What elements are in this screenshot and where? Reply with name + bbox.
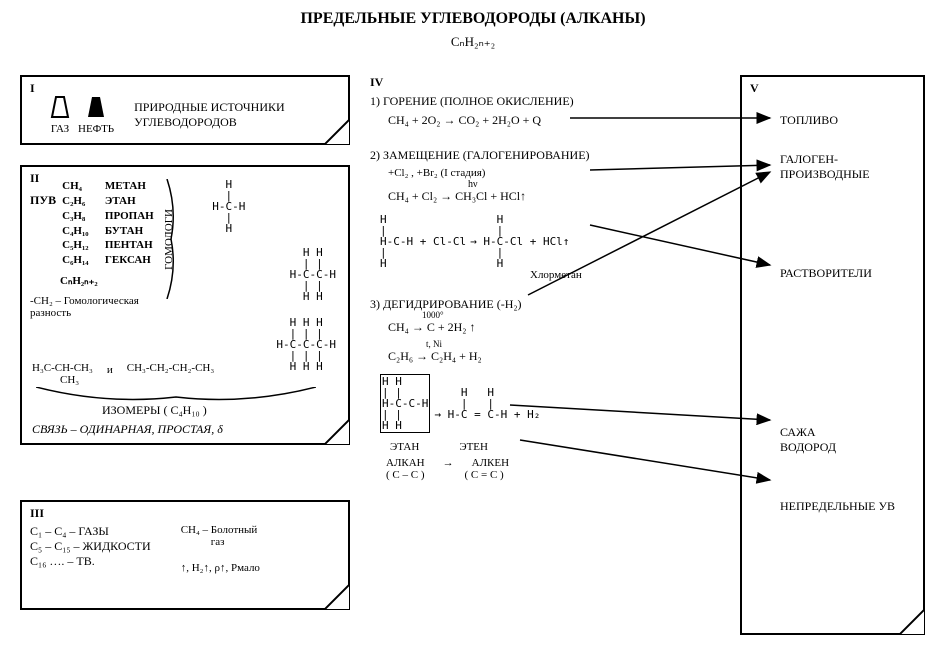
- rxn-h2: 2) ЗАМЕЩЕНИЕ (ГАЛОГЕНИРОВАНИЕ): [370, 148, 720, 163]
- isomer-label: ИЗОМЕРЫ ( C₄H₁₀ ): [102, 403, 207, 418]
- application-item: РАСТВОРИТЕЛИ: [780, 266, 915, 281]
- homolog-row: C₃H₈ ПРОПАН: [62, 209, 154, 224]
- homolog-row: C₅H₁₂ ПЕНТАН: [62, 238, 154, 253]
- cond-tni: t, Ni: [426, 339, 442, 349]
- oil-icon: [86, 95, 106, 119]
- name-ethane: ЭТАН: [390, 441, 419, 453]
- rxn-eq3b: C₂H₆ → C₂H₄ + H₂: [388, 349, 482, 363]
- diff-label: -CH₂ – Гомологическая разность: [30, 295, 155, 319]
- homolog-row: C₄H₁₀ БУТАН: [62, 224, 154, 239]
- phase-1: C₁ – C₄ – ГАЗЫ: [30, 524, 151, 539]
- page-title: ПРЕДЕЛЬНЫЕ УГЛЕВОДОРОДЫ (АЛКАНЫ): [0, 0, 946, 28]
- rxn-eq2b: CH₄ + Cl₂ → CH₃Cl + HCl↑: [388, 189, 526, 203]
- roman-3: III: [30, 506, 44, 521]
- application-item: ТОПЛИВО: [780, 113, 915, 128]
- isomer-2: CH₃-CH₂-CH₂-CH₃: [127, 362, 214, 374]
- oil-label: НЕФТЬ: [78, 123, 114, 135]
- bond-cdc: ( C = C ): [465, 469, 504, 481]
- phase-2: C₅ – C₁₅ – ЖИДКОСТИ: [30, 539, 151, 554]
- gas-label: ГАЗ: [50, 123, 70, 135]
- roman-5: V: [750, 81, 759, 96]
- isomer-1b: CH₃: [60, 374, 93, 386]
- swamp-gas-2: газ: [211, 536, 260, 548]
- application-item: САЖА ВОДОРОД: [780, 425, 915, 455]
- struct-ch4: H | H-C-H | H: [199, 179, 245, 319]
- cond-hv: hν: [468, 179, 478, 190]
- props: ↑, Н₂↑, ρ↑, Pмало: [181, 562, 260, 574]
- general-row: CₙH₂ₙ₊₂: [60, 274, 155, 287]
- puv-label: ПУВ: [30, 179, 56, 268]
- cond-1000: 1000°: [422, 310, 444, 320]
- panel-phys-state: III C₁ – C₄ – ГАЗЫ C₅ – C₁₅ – ЖИДКОСТИ C…: [20, 500, 350, 610]
- homologs-vert-label: ГОМОЛОГИ: [163, 209, 175, 270]
- panel-applications: V ТОПЛИВО ГАЛОГЕН- ПРОИЗВОДНЫЕ РАСТВОРИТЕЛ…: [740, 75, 925, 635]
- arrow-icon: →: [443, 457, 454, 469]
- sources-label: ПРИРОДНЫЕ ИСТОЧНИКИ УГЛЕВОДОРОДОВ: [134, 100, 294, 130]
- homolog-list: CH₄ МЕТАНC₂H₆ ЭТАНC₃H₈ ПРОПАНC₄H₁₀ БУТАН…: [62, 179, 154, 268]
- rxn-eq2a: +Cl₂ , +Br₂ (I стадия): [388, 167, 720, 179]
- mech-right: H | → H-C-Cl + HCl↑ | H: [470, 214, 569, 269]
- swamp-gas-1: CH₄ – Болотный: [181, 524, 260, 536]
- page-fold-icon: [324, 119, 350, 145]
- name-ethene: ЭТЕН: [459, 441, 488, 453]
- panel-reactions: IV 1) ГОРЕНИЕ (ПОЛНОЕ ОКИСЛЕНИЕ) CH₄ + 2…: [370, 75, 720, 481]
- rxn-eq3a: CH₄ → C + 2H₂ ↑: [388, 320, 475, 334]
- isomer-1a: H₃C-CH-CH₃: [32, 362, 93, 374]
- eq3c-left: H H | | H-C-C-H | | H H: [380, 374, 430, 433]
- page-fold-icon: [324, 419, 350, 445]
- roman-1: I: [30, 81, 35, 96]
- phase-3: C₁₆ …. – ТВ.: [30, 554, 151, 569]
- application-item: НЕПРЕДЕЛЬНЫЕ УВ: [780, 499, 915, 514]
- struct-c3h8: H H H | | | H-C-C-C-H | | | H H H: [276, 317, 336, 372]
- mech-left: H | H-C-H + Cl-Cl | H: [380, 214, 466, 269]
- page-fold-icon: [899, 609, 925, 635]
- roman-4: IV: [370, 75, 720, 90]
- panel-homologs: II ПУВ CH₄ МЕТАНC₂H₆ ЭТАНC₃H₈ ПРОПАНC₄H₁…: [20, 165, 350, 445]
- homolog-row: C₆H₁₄ ГЕКСАН: [62, 253, 154, 268]
- eq3c-right: H H | | → H-C = C-H + H₂: [434, 387, 540, 420]
- rxn-eq1: CH₄ + 2O₂ → CO₂ + 2H₂O + Q: [388, 113, 720, 128]
- bond-label: СВЯЗЬ – ОДИНАРНАЯ, ПРОСТАЯ, δ: [32, 422, 223, 437]
- mech-product-label: Хлорметан: [530, 269, 720, 281]
- homolog-row: CH₄ МЕТАН: [62, 179, 154, 194]
- homolog-row: C₂H₆ ЭТАН: [62, 194, 154, 209]
- gas-icon: [50, 95, 70, 119]
- rxn-h1: 1) ГОРЕНИЕ (ПОЛНОЕ ОКИСЛЕНИЕ): [370, 94, 720, 109]
- page-fold-icon: [324, 584, 350, 610]
- bond-cc: ( C – C ): [386, 469, 425, 481]
- roman-2: II: [30, 171, 39, 186]
- application-item: ГАЛОГЕН- ПРОИЗВОДНЫЕ: [780, 152, 915, 182]
- struct-c2h6: H H | | H-C-C-H | | H H: [290, 247, 336, 302]
- name-alkane: АЛКАН: [386, 457, 425, 469]
- general-formula: CₙH₂ₙ₊₂: [0, 28, 946, 50]
- name-alkene: АЛКЕН: [472, 457, 509, 469]
- panel-sources: I ГАЗ НЕФТЬ ПРИРОДНЫЕ ИСТОЧНИКИ УГЛЕВОДО…: [20, 75, 350, 145]
